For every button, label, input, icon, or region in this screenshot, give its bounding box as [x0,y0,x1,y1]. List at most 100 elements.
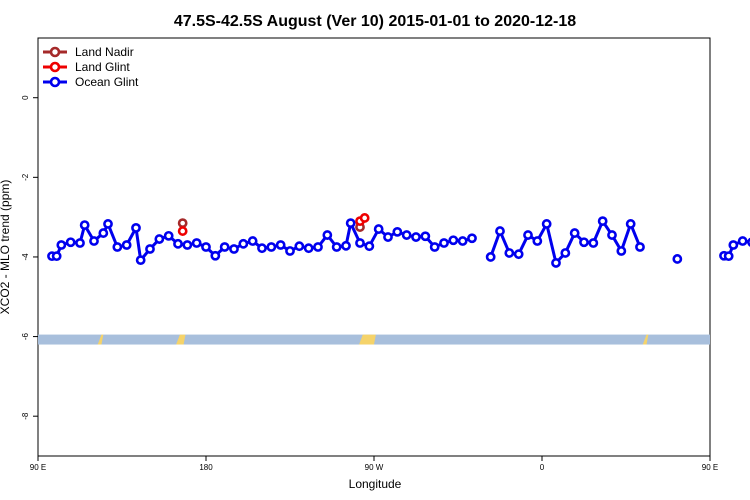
point-ocean-glint [56,240,67,250]
point-ocean-glint [495,226,505,236]
point-ocean-glint [448,235,459,246]
map-band [38,334,710,345]
legend-item-land-nadir: Land Nadir [43,45,134,59]
point-ocean-glint [429,242,440,252]
series-line-ocean-glint [52,221,473,262]
point-ocean-glint [723,251,734,262]
point-ocean-glint [513,249,524,260]
legend-item-ocean-glint: Ocean Glint [43,75,139,89]
point-ocean-glint [294,241,305,252]
point-ocean-glint [485,252,496,262]
point-ocean-glint [79,220,90,231]
y-axis: 0 -2 -4 -6 -8 [21,95,38,420]
point-ocean-glint [65,237,76,248]
x-tick-label: 90 E [702,463,718,472]
point-ocean-glint [145,244,155,254]
legend-label: Land Nadir [75,45,134,59]
point-ocean-glint [51,251,62,262]
point-ocean-glint [219,242,230,252]
land-patch [359,334,376,345]
land-patch [97,334,104,345]
point-ocean-glint [112,242,123,252]
point-ocean-glint [607,230,617,240]
series-land-nadir [177,218,365,232]
point-land-glint [359,213,370,223]
legend-item-land-glint: Land Glint [43,60,130,74]
point-ocean-glint [313,242,323,252]
point-ocean-glint [467,233,477,244]
point-land-glint [177,226,188,236]
x-axis-label: Longitude [349,477,402,491]
point-ocean-glint [173,238,183,249]
point-ocean-glint [285,246,295,256]
series-ocean-glint [47,216,750,268]
point-ocean-glint [551,258,561,268]
point-ocean-glint [373,224,384,234]
chart-title: 47.5S-42.5S August (Ver 10) 2015-01-01 t… [174,13,576,30]
point-ocean-glint [672,254,683,264]
point-ocean-glint [341,240,351,251]
point-ocean-glint [541,219,552,229]
y-tick-label: -6 [21,332,30,340]
x-tick-label: 90 W [365,463,384,472]
x-tick-label: 180 [199,463,213,472]
point-ocean-glint [588,238,599,248]
land-patch [642,334,649,345]
point-ocean-glint [210,250,221,261]
point-ocean-glint [201,242,211,252]
point-ocean-glint [322,230,333,240]
point-ocean-glint [355,238,365,248]
point-ocean-glint [625,219,636,229]
point-ocean-glint [303,243,314,254]
point-ocean-glint [103,219,113,229]
point-ocean-glint [154,234,165,244]
y-tick-label: -4 [21,253,30,261]
point-ocean-glint [257,243,267,254]
point-ocean-glint [364,241,375,252]
point-ocean-glint [401,230,412,240]
point-ocean-glint [131,222,141,233]
point-ocean-glint [504,248,515,258]
point-ocean-glint [163,230,174,241]
point-ocean-glint [266,242,277,252]
point-ocean-glint [457,236,468,246]
point-ocean-glint [635,242,645,252]
point-ocean-glint [331,242,342,252]
point-ocean-glint [135,255,146,266]
series-land-glint [177,213,370,236]
point-ocean-glint [238,238,249,249]
point-ocean-glint [75,238,85,248]
point-ocean-glint [191,238,202,248]
legend-label: Ocean Glint [75,75,139,89]
point-ocean-glint [98,228,109,238]
point-ocean-glint [420,231,431,242]
legend-label: Land Glint [75,60,130,74]
legend-swatch-marker [49,61,61,73]
legend-swatch-marker [49,76,61,88]
y-axis-label: XCO2 - MLO trend (ppm) [0,180,12,315]
point-ocean-glint [392,226,403,237]
point-ocean-glint [560,248,571,258]
point-ocean-glint [439,238,449,248]
point-ocean-glint [182,240,193,250]
x-axis: 90 E 180 90 W 0 90 E [30,456,718,472]
legend-swatch-marker [49,46,61,58]
point-ocean-glint [597,216,608,227]
point-ocean-glint [121,240,132,250]
x-tick-label: 0 [540,463,545,472]
land-patch [176,334,186,345]
point-ocean-glint [247,236,258,246]
point-ocean-glint [523,230,533,240]
point-ocean-glint [569,228,580,238]
point-ocean-glint [728,240,739,250]
y-tick-label: -8 [21,412,30,420]
y-tick-label: -2 [21,173,30,181]
point-ocean-glint [345,218,356,229]
y-tick-label: 0 [21,95,30,100]
point-ocean-glint [229,244,239,254]
point-ocean-glint [275,240,286,250]
point-ocean-glint [737,236,748,246]
point-ocean-glint [616,246,627,256]
